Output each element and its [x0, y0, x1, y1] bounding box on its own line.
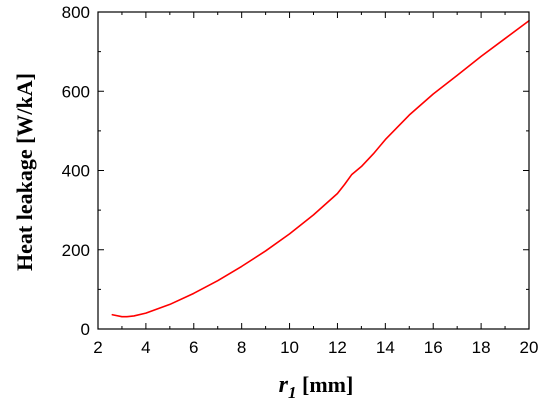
- x-tick-label: 14: [376, 338, 395, 357]
- x-tick-label: 2: [93, 338, 102, 357]
- x-tick-label: 12: [328, 338, 347, 357]
- series-line: [111, 19, 530, 318]
- x-tick-label: 16: [424, 338, 443, 357]
- y-tick-label: 400: [62, 162, 90, 181]
- y-tick-label: 200: [62, 241, 90, 260]
- plot-frame: [97, 11, 530, 330]
- y-axis-title: Heat leakage [W/kA]: [12, 73, 37, 271]
- y-tick-label: 800: [62, 3, 90, 22]
- x-axis-subscript: 1: [288, 383, 297, 402]
- x-tick-label: 10: [280, 338, 299, 357]
- x-tick-label: 20: [520, 338, 539, 357]
- ticks-layer: [97, 11, 530, 330]
- y-tick-label: 0: [81, 320, 90, 339]
- x-tick-label: 4: [141, 338, 150, 357]
- x-axis-symbol: r: [279, 372, 289, 398]
- x-tick-label: 8: [237, 338, 246, 357]
- x-tick-label: 6: [189, 338, 198, 357]
- x-tick-label: 18: [472, 338, 491, 357]
- series-layer: [111, 19, 530, 318]
- x-axis-title: r1 [mm]: [279, 372, 354, 402]
- y-tick-label: 600: [62, 82, 90, 101]
- x-axis-unit: [mm]: [297, 372, 354, 397]
